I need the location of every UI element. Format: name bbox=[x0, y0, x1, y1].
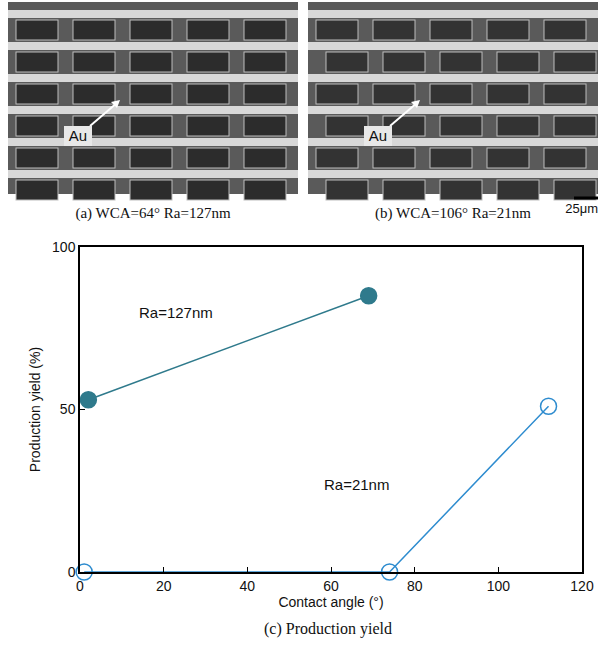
svg-text:25μm: 25μm bbox=[565, 201, 598, 216]
svg-text:Production yield (%): Production yield (%) bbox=[27, 347, 43, 472]
svg-text:Ra=127nm: Ra=127nm bbox=[139, 304, 213, 321]
svg-text:0: 0 bbox=[68, 564, 76, 580]
svg-text:80: 80 bbox=[407, 578, 423, 594]
svg-text:(a) WCA=64° Ra=127nm: (a) WCA=64° Ra=127nm bbox=[75, 205, 230, 222]
svg-text:20: 20 bbox=[156, 578, 172, 594]
svg-text:Ra=21nm: Ra=21nm bbox=[324, 476, 389, 493]
svg-text:40: 40 bbox=[240, 578, 256, 594]
svg-text:(b) WCA=106° Ra=21nm: (b) WCA=106° Ra=21nm bbox=[375, 205, 531, 222]
svg-text:Au: Au bbox=[369, 127, 387, 144]
svg-text:100: 100 bbox=[52, 239, 76, 255]
svg-text:50: 50 bbox=[60, 401, 76, 417]
svg-text:60: 60 bbox=[323, 578, 339, 594]
svg-text:Au: Au bbox=[69, 127, 87, 144]
svg-text:100: 100 bbox=[487, 578, 511, 594]
svg-text:120: 120 bbox=[570, 578, 594, 594]
svg-text:Contact angle (°): Contact angle (°) bbox=[278, 594, 383, 610]
svg-text:0: 0 bbox=[76, 578, 84, 594]
html-text:(c) Production yield: (c) Production yield bbox=[264, 620, 392, 637]
